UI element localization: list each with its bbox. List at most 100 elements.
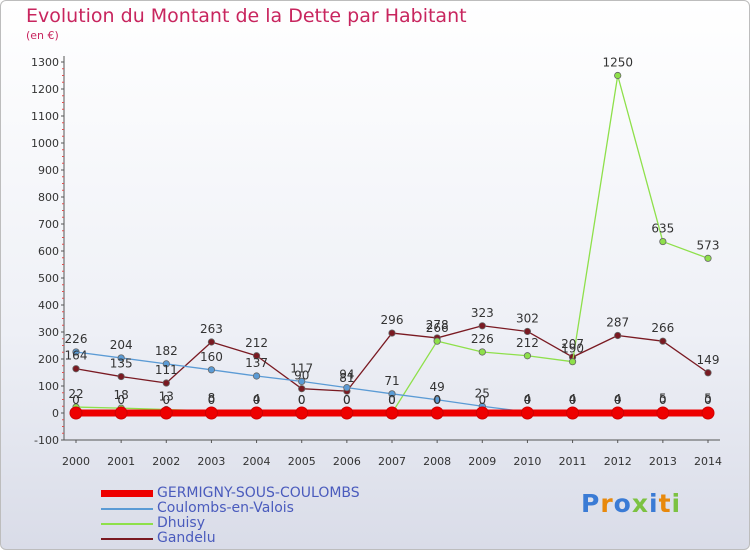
data-label-0: 0: [659, 393, 667, 407]
data-point-3: [207, 338, 216, 346]
data-point-2: [659, 237, 667, 246]
data-label-1: 4: [614, 392, 622, 406]
data-label-2: 190: [561, 342, 584, 356]
y-tick-label: 900: [38, 164, 59, 177]
data-label-2: 13: [159, 389, 174, 403]
data-point-2: [568, 358, 577, 366]
data-label-2: 226: [471, 332, 494, 346]
data-point-3: [704, 369, 712, 377]
data-point-0: [611, 406, 625, 420]
data-label-3: 149: [697, 353, 720, 367]
x-tick-label: 2013: [649, 455, 677, 468]
data-label-0: 0: [117, 393, 125, 407]
data-point-0: [204, 406, 218, 420]
chart-subtitle: (en €): [26, 29, 59, 42]
data-label-1: 5: [659, 392, 667, 406]
logo-letter: i: [671, 489, 682, 518]
data-point-3: [659, 337, 667, 345]
y-tick-label: 1200: [31, 83, 59, 96]
data-point-1: [388, 390, 396, 398]
data-point-3: [298, 385, 306, 393]
data-point-2: [478, 348, 486, 356]
data-label-2: 573: [697, 238, 720, 252]
data-label-3: 263: [200, 322, 223, 336]
y-tick-label: 300: [38, 326, 59, 339]
legend-label-coulombs: Coulombs-en-Valois: [157, 500, 294, 516]
data-label-0: 0: [253, 393, 261, 407]
data-label-2: 0: [343, 393, 351, 407]
x-tick-label: 2014: [694, 455, 722, 468]
data-label-3: 278: [426, 318, 449, 332]
logo-letter: P: [581, 489, 601, 518]
x-tick-label: 2005: [288, 455, 316, 468]
data-point-1: [72, 348, 80, 356]
data-label-2: 8: [208, 391, 216, 405]
data-point-3: [162, 379, 170, 387]
data-label-0: 0: [478, 393, 486, 407]
proxiti-logo: Proxiti: [581, 489, 681, 518]
y-tick-label: 800: [38, 191, 59, 204]
legend-label-dhuisy: Dhuisy: [157, 515, 205, 531]
legend-label-gandelu: Gandelu: [157, 530, 216, 546]
data-point-2: [614, 71, 622, 80]
y-tick-label: 1000: [31, 137, 59, 150]
data-label-2: 4: [253, 392, 261, 406]
data-label-1: 226: [65, 332, 88, 346]
x-tick-label: 2010: [513, 455, 541, 468]
legend-swatch-gandelu: [101, 538, 153, 540]
data-label-3: 212: [245, 336, 268, 350]
data-label-1: 137: [245, 356, 268, 370]
data-point-3: [523, 327, 532, 336]
data-point-3: [72, 365, 80, 373]
y-tick-label: 200: [38, 353, 59, 366]
data-label-3: 135: [110, 357, 133, 371]
data-label-2: 0: [298, 393, 306, 407]
data-label-1: 204: [110, 338, 133, 352]
x-tick-label: 2008: [423, 455, 451, 468]
x-tick-label: 2012: [604, 455, 632, 468]
y-tick-label: -100: [34, 434, 59, 447]
legend-swatch-germigny: [101, 490, 153, 497]
legend-label-germigny: GERMIGNY-SOUS-COULOMBS: [157, 485, 360, 501]
data-point-3: [117, 372, 125, 381]
chart-title: Evolution du Montant de la Dette par Hab…: [26, 5, 467, 27]
data-label-0: 0: [343, 393, 351, 407]
x-tick-label: 2003: [197, 455, 225, 468]
data-point-1: [162, 360, 170, 368]
data-label-2: 1250: [602, 56, 633, 70]
data-label-1: 160: [200, 350, 223, 364]
data-point-0: [520, 406, 534, 420]
data-point-1: [298, 377, 306, 386]
data-label-2: 18: [114, 388, 129, 402]
x-tick-label: 2009: [468, 455, 496, 468]
y-tick-label: 0: [52, 407, 59, 420]
data-point-1: [252, 372, 261, 380]
logo-letter: o: [613, 489, 632, 518]
data-label-3: 90: [294, 369, 309, 383]
data-label-1: 25: [475, 386, 490, 400]
y-tick-label: 700: [38, 218, 59, 231]
data-point-3: [478, 322, 486, 330]
data-point-0: [430, 406, 444, 420]
data-label-0: 0: [208, 393, 216, 407]
data-label-3: 302: [516, 311, 539, 325]
data-point-0: [385, 406, 399, 420]
x-tick-label: 2011: [559, 455, 587, 468]
data-point-0: [159, 406, 173, 420]
x-tick-label: 2004: [243, 455, 271, 468]
data-point-3: [388, 329, 396, 337]
data-label-0: 0: [72, 393, 80, 407]
logo-letter: i: [649, 489, 659, 518]
data-point-2: [433, 337, 441, 345]
data-label-0: 0: [298, 393, 306, 407]
data-label-0: 0: [569, 393, 577, 407]
data-label-0: 0: [614, 393, 622, 407]
data-label-1: 5: [704, 392, 712, 406]
data-point-1: [433, 396, 441, 404]
logo-letter: t: [658, 489, 672, 518]
data-label-3: 266: [651, 321, 674, 335]
data-point-0: [69, 406, 83, 420]
data-label-1: 117: [290, 361, 313, 375]
